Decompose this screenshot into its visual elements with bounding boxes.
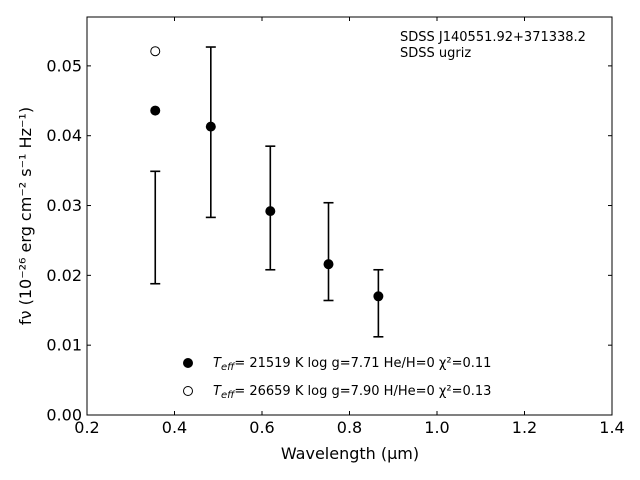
legend-label-0-symbol: T [213,356,222,371]
x-axis: 0.2 0.4 0.6 0.8 1.0 1.2 1.4 [74,17,625,437]
model-point-filled [323,259,334,270]
y-tick-label: 0.05 [46,56,82,75]
annotation-photometry: SDSS ugriz [400,46,471,61]
legend-label-0: Teff= 21519 K log g=7.71 He/H=0 χ²=0.11 [213,356,491,373]
x-tick-label: 0.6 [249,418,274,437]
x-tick-label: 0.4 [162,418,187,437]
y-tick-label: 0.04 [46,126,82,145]
model-point-open [150,46,161,57]
legend-label-0-text: = 21519 K log g=7.71 He/H=0 χ²=0.11 [234,356,491,371]
legend-label-1-text: = 26659 K log g=7.90 H/He=0 χ²=0.13 [234,384,491,399]
x-axis-title: Wavelength (μm) [281,444,419,463]
legend-label-1: Teff= 26659 K log g=7.90 H/He=0 χ²=0.13 [213,384,491,401]
plot-area [86,16,613,416]
legend-marker-open [183,386,193,396]
x-tick-label: 1.2 [512,418,537,437]
error-bars [150,46,384,338]
x-tick-label: 0.2 [74,418,99,437]
y-axis: 0.00 0.01 0.02 0.03 0.04 0.05 [46,56,612,425]
legend-entry-0: Teff= 21519 K log g=7.71 He/H=0 χ²=0.11 [183,356,491,373]
model-point-filled [150,105,161,116]
legend-label-1-subscript: eff [221,390,236,401]
y-tick-label: 0.00 [46,406,82,425]
legend-marker-filled [183,358,193,368]
model-point-filled [265,206,276,217]
y-axis-title: fν (10⁻²⁶ erg cm⁻² s⁻¹ Hz⁻¹) [16,107,35,325]
x-tick-label: 0.8 [337,418,362,437]
y-tick-label: 0.03 [46,196,82,215]
legend-entry-1: Teff= 26659 K log g=7.90 H/He=0 χ²=0.13 [183,384,491,401]
legend: Teff= 21519 K log g=7.71 He/H=0 χ²=0.11 … [183,356,491,401]
annotation-object-name: SDSS J140551.92+371338.2 [400,30,586,45]
x-tick-label: 1.4 [599,418,624,437]
model-point-filled [205,121,216,132]
model-point-filled [373,291,384,302]
legend-label-1-symbol: T [213,384,222,399]
y-tick-label: 0.02 [46,266,82,285]
legend-label-0-subscript: eff [221,362,236,373]
data-points [150,46,384,302]
y-tick-label: 0.01 [46,336,82,355]
x-tick-label: 1.0 [424,418,449,437]
